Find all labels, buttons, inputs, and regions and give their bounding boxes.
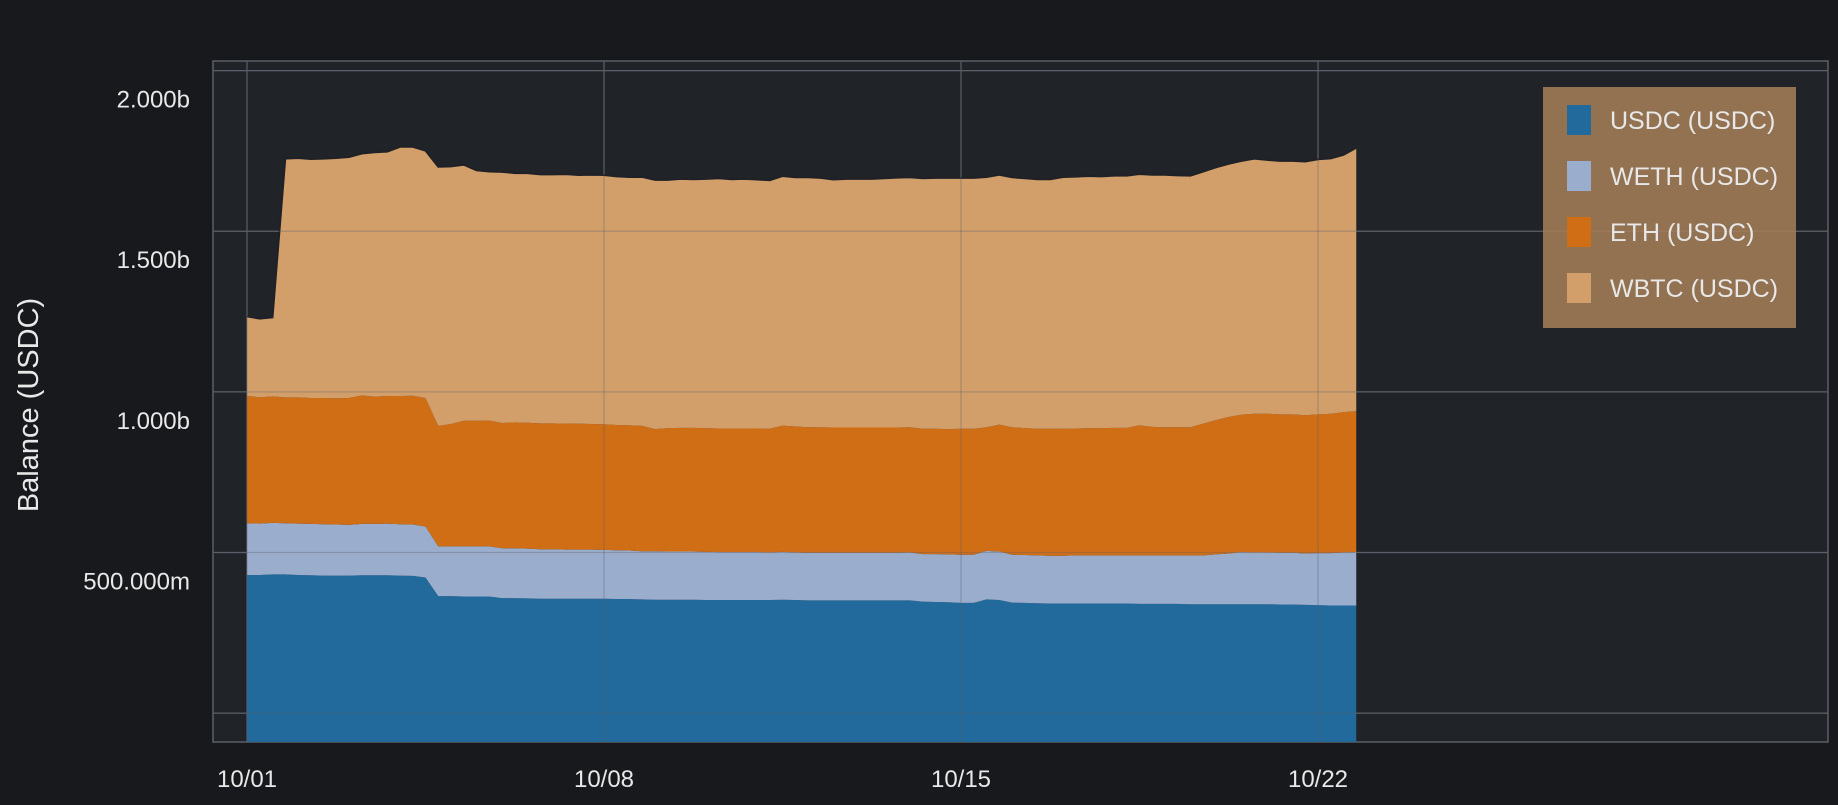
series-areas bbox=[246, 145, 1357, 742]
x-tick-label-2: 10/15 bbox=[931, 766, 991, 793]
series-area-0 bbox=[247, 574, 1357, 742]
series-area-2 bbox=[247, 395, 1357, 556]
legend: USDC (USDC) WETH (USDC) ETH (USDC) WBTC (US… bbox=[1543, 87, 1796, 328]
legend-swatch-3 bbox=[1567, 273, 1591, 303]
x-tick-label-3: 10/22 bbox=[1288, 766, 1348, 793]
legend-swatch-2 bbox=[1567, 217, 1591, 247]
legend-swatch-1 bbox=[1567, 161, 1591, 191]
legend-label-3: WBTC (USDC) bbox=[1610, 275, 1778, 303]
legend-label-0: USDC (USDC) bbox=[1610, 107, 1775, 135]
y-tick-label-1: 1.000b bbox=[117, 408, 190, 435]
series-area-3 bbox=[247, 146, 1357, 430]
y-tick-label-2: 1.500b bbox=[117, 247, 190, 274]
series-area-1 bbox=[247, 522, 1357, 606]
series-top-outline bbox=[246, 145, 1357, 320]
x-tick-label-1: 10/08 bbox=[574, 766, 634, 793]
gridlines-overlay bbox=[213, 61, 1828, 742]
legend-swatch-0 bbox=[1567, 105, 1591, 135]
y-axis-label: Balance (USDC) bbox=[13, 298, 45, 512]
axes: 500.000m 1.000b 1.500b 2.000b 10/01 10/08 10/1… bbox=[83, 87, 1348, 793]
y-tick-label-3: 2.000b bbox=[117, 87, 190, 114]
legend-label-2: ETH (USDC) bbox=[1610, 219, 1754, 247]
legend-label-1: WETH (USDC) bbox=[1610, 163, 1778, 191]
y-tick-label-0: 500.000m bbox=[83, 568, 190, 595]
x-tick-label-0: 10/01 bbox=[217, 766, 277, 793]
